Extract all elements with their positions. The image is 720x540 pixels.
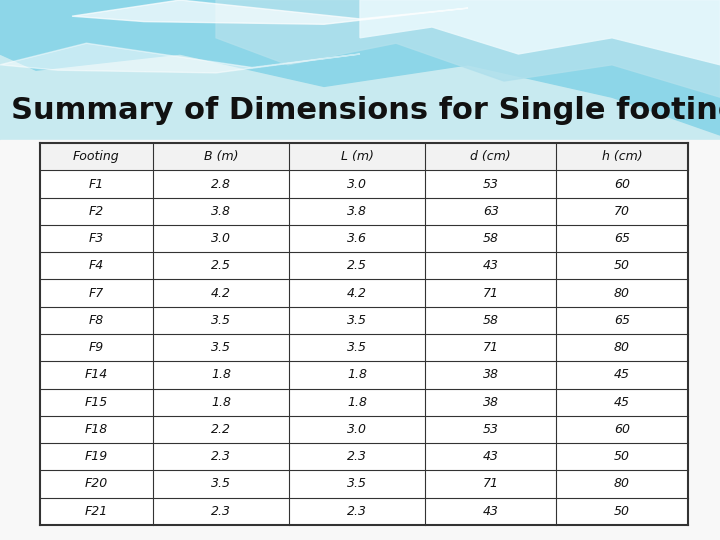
Text: 3.5: 3.5 <box>347 341 367 354</box>
Bar <box>40 225 688 252</box>
Text: 1.8: 1.8 <box>211 368 231 381</box>
Text: 65: 65 <box>614 314 630 327</box>
Text: 58: 58 <box>483 232 499 245</box>
Text: F15: F15 <box>85 396 108 409</box>
Text: 38: 38 <box>483 396 499 409</box>
Text: 43: 43 <box>483 259 499 272</box>
Text: 80: 80 <box>614 287 630 300</box>
Text: 45: 45 <box>614 368 630 381</box>
Text: L (m): L (m) <box>341 150 374 163</box>
Text: 50: 50 <box>614 259 630 272</box>
Polygon shape <box>72 0 468 24</box>
Text: F3: F3 <box>89 232 104 245</box>
Bar <box>40 143 688 525</box>
Text: 1.8: 1.8 <box>211 396 231 409</box>
Text: 2.3: 2.3 <box>211 450 231 463</box>
Text: 3.8: 3.8 <box>211 205 231 218</box>
Text: 1.8: 1.8 <box>347 396 367 409</box>
Text: 50: 50 <box>614 450 630 463</box>
Text: 71: 71 <box>483 477 499 490</box>
Text: 60: 60 <box>614 178 630 191</box>
Text: 2.2: 2.2 <box>211 423 231 436</box>
Text: F8: F8 <box>89 314 104 327</box>
Text: 50: 50 <box>614 505 630 518</box>
Text: F4: F4 <box>89 259 104 272</box>
Text: 53: 53 <box>483 178 499 191</box>
Text: F19: F19 <box>85 450 108 463</box>
Text: 80: 80 <box>614 477 630 490</box>
Text: 3.0: 3.0 <box>211 232 231 245</box>
Text: 71: 71 <box>483 341 499 354</box>
Bar <box>40 280 688 307</box>
Text: 2.3: 2.3 <box>347 505 367 518</box>
Polygon shape <box>216 0 720 97</box>
Bar <box>40 171 688 198</box>
Text: B (m): B (m) <box>204 150 238 163</box>
Text: 2.5: 2.5 <box>347 259 367 272</box>
Text: 43: 43 <box>483 450 499 463</box>
Text: F1: F1 <box>89 178 104 191</box>
Text: 3.5: 3.5 <box>347 477 367 490</box>
Text: 45: 45 <box>614 396 630 409</box>
Text: 3.6: 3.6 <box>347 232 367 245</box>
Bar <box>40 470 688 498</box>
Polygon shape <box>0 43 360 73</box>
Text: 58: 58 <box>483 314 499 327</box>
Text: 70: 70 <box>614 205 630 218</box>
Text: h (cm): h (cm) <box>602 150 642 163</box>
Text: F21: F21 <box>85 505 108 518</box>
Text: 43: 43 <box>483 505 499 518</box>
Text: 2.3: 2.3 <box>347 450 367 463</box>
Text: 2.5: 2.5 <box>211 259 231 272</box>
Text: Footing: Footing <box>73 150 120 163</box>
Polygon shape <box>360 0 720 65</box>
Text: F14: F14 <box>85 368 108 381</box>
Bar <box>0 140 720 540</box>
Bar <box>40 334 688 361</box>
Bar <box>40 416 688 443</box>
Bar <box>40 143 688 171</box>
Text: 3.8: 3.8 <box>347 205 367 218</box>
Bar <box>40 443 688 470</box>
Text: F2: F2 <box>89 205 104 218</box>
Bar <box>40 307 688 334</box>
Text: F20: F20 <box>85 477 108 490</box>
Bar <box>40 361 688 388</box>
Text: 60: 60 <box>614 423 630 436</box>
Bar <box>40 389 688 416</box>
Bar <box>0 0 720 151</box>
Text: 3.0: 3.0 <box>347 423 367 436</box>
Text: 2.8: 2.8 <box>211 178 231 191</box>
Text: Summary of Dimensions for Single footing: Summary of Dimensions for Single footing <box>11 96 720 125</box>
Text: 3.5: 3.5 <box>211 314 231 327</box>
Text: 38: 38 <box>483 368 499 381</box>
Text: 63: 63 <box>483 205 499 218</box>
Text: 53: 53 <box>483 423 499 436</box>
Text: 3.5: 3.5 <box>211 341 231 354</box>
Text: 3.5: 3.5 <box>347 314 367 327</box>
Text: 4.2: 4.2 <box>211 287 231 300</box>
Bar <box>40 498 688 525</box>
Text: 2.3: 2.3 <box>211 505 231 518</box>
Text: F9: F9 <box>89 341 104 354</box>
Text: 3.0: 3.0 <box>347 178 367 191</box>
Text: 1.8: 1.8 <box>347 368 367 381</box>
Text: F7: F7 <box>89 287 104 300</box>
Text: F18: F18 <box>85 423 108 436</box>
Text: 4.2: 4.2 <box>347 287 367 300</box>
Bar <box>40 198 688 225</box>
Text: 65: 65 <box>614 232 630 245</box>
Bar <box>40 252 688 280</box>
Text: d (cm): d (cm) <box>470 150 511 163</box>
Polygon shape <box>0 0 720 135</box>
Text: 3.5: 3.5 <box>211 477 231 490</box>
Text: 80: 80 <box>614 341 630 354</box>
Text: 71: 71 <box>483 287 499 300</box>
